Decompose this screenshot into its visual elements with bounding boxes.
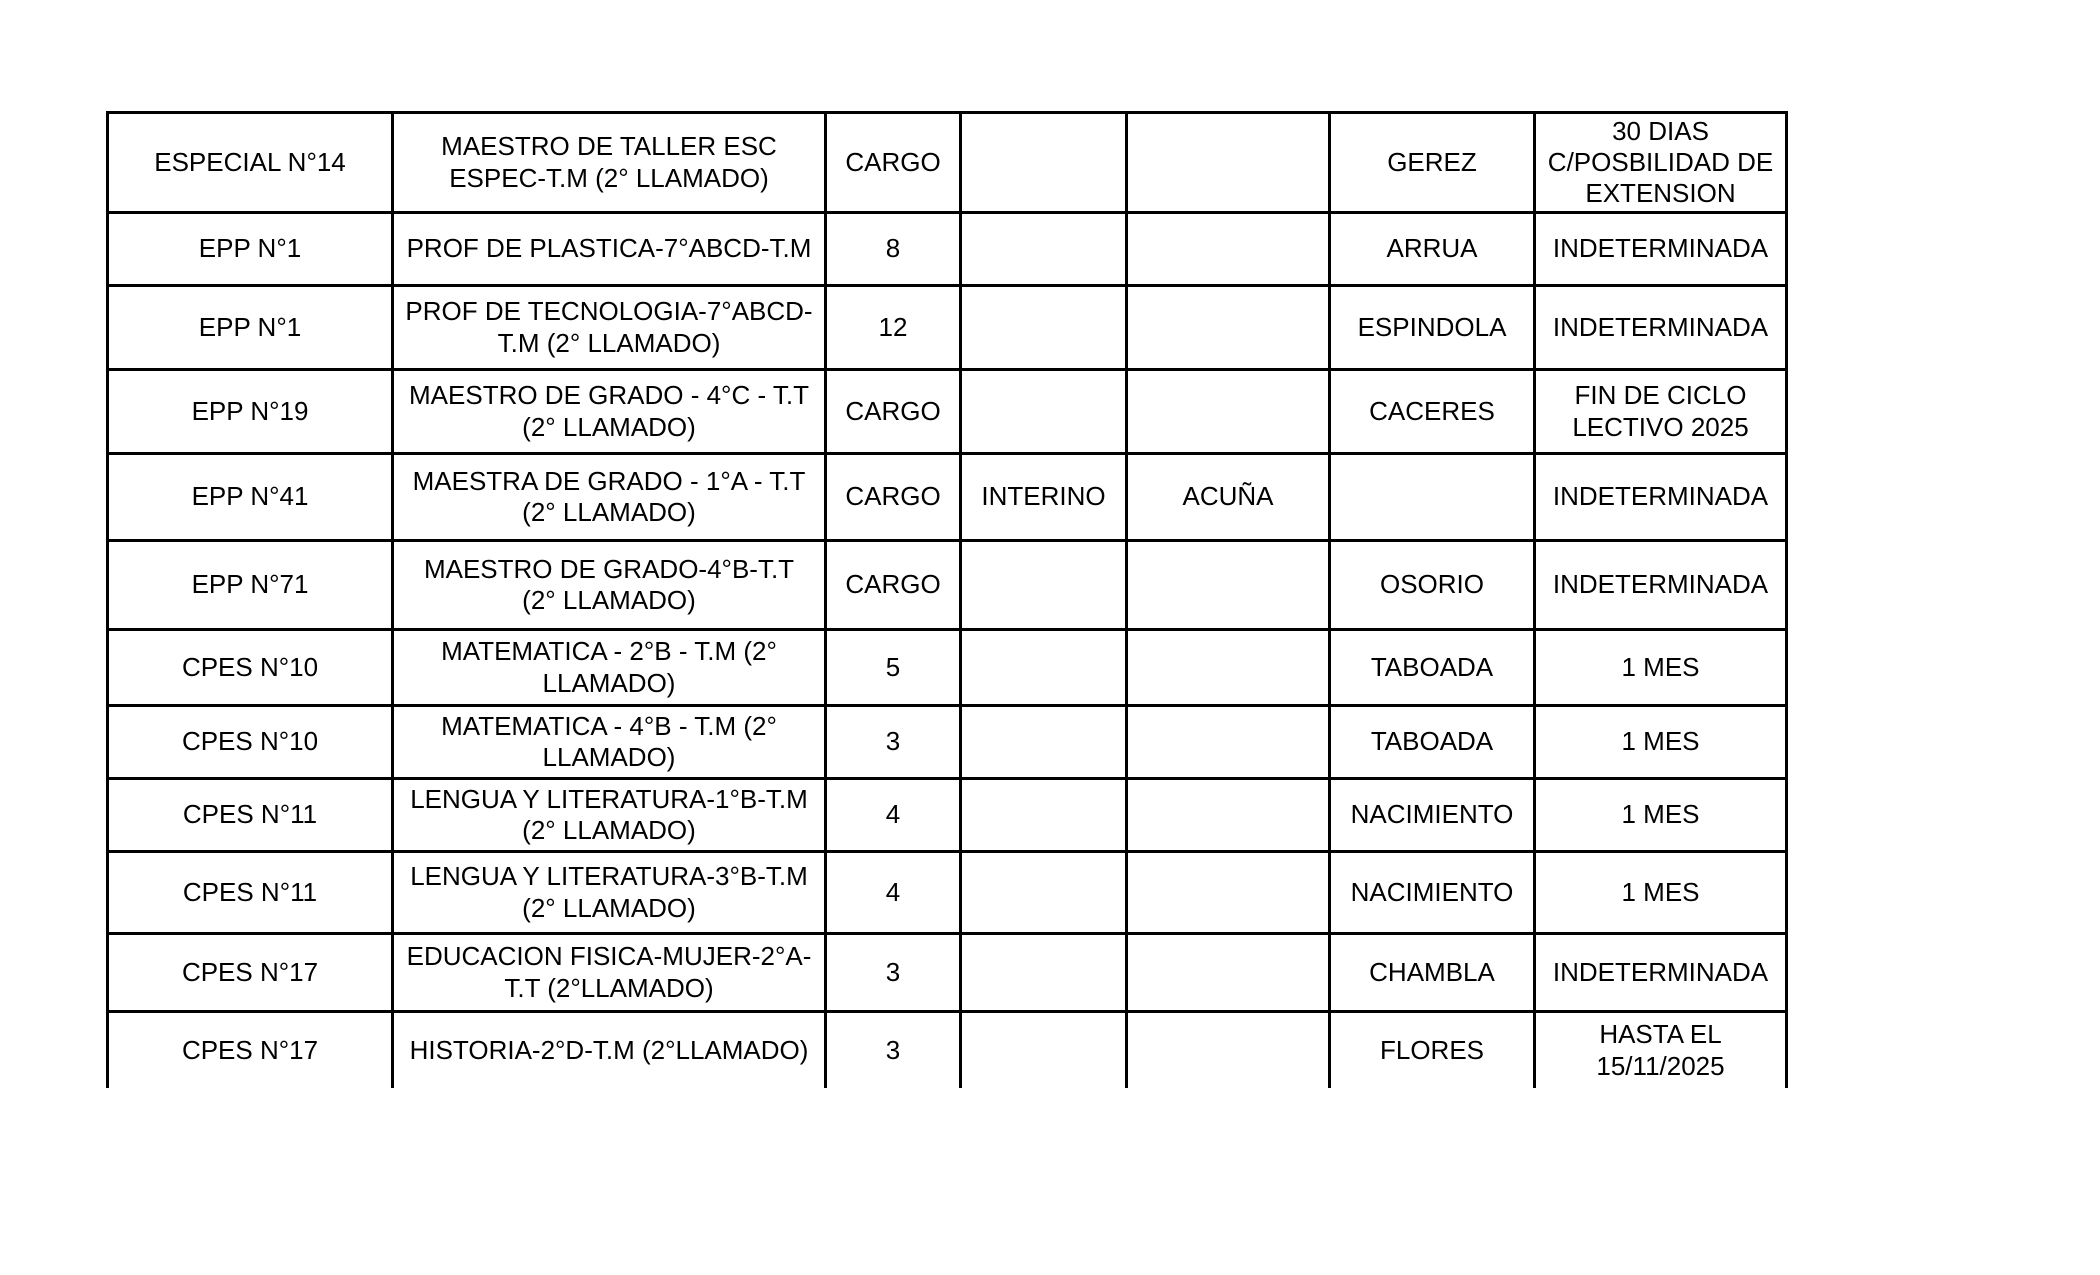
cell-condition: [962, 371, 1128, 455]
cell-condition: [962, 631, 1128, 707]
cell-duration: 1 MES: [1536, 707, 1785, 780]
cell-workload: 3: [827, 1013, 962, 1088]
cell-duration: FIN DE CICLO LECTIVO 2025: [1536, 371, 1785, 455]
cell-institution: CPES N°10: [109, 707, 394, 780]
cell-position: LENGUA Y LITERATURA-1°B-T.M (2° LLAMADO): [394, 780, 827, 853]
cell-candidate: [1128, 371, 1331, 455]
cell-workload: CARGO: [827, 455, 962, 542]
cell-candidate: [1128, 780, 1331, 853]
cell-position: PROF DE PLASTICA-7°ABCD-T.M: [394, 214, 827, 287]
cell-duration: INDETERMINADA: [1536, 542, 1785, 631]
cell-workload: 12: [827, 287, 962, 371]
cell-candidate: [1128, 287, 1331, 371]
assignments-table: ESPECIAL N°14 MAESTRO DE TALLER ESC ESPEC…: [106, 111, 1788, 1088]
cell-position: MATEMATICA - 2°B - T.M (2° LLAMADO): [394, 631, 827, 707]
cell-duration: 1 MES: [1536, 780, 1785, 853]
cell-position: MATEMATICA - 4°B - T.M (2° LLAMADO): [394, 707, 827, 780]
cell-workload: 5: [827, 631, 962, 707]
cell-institution: EPP N°1: [109, 214, 394, 287]
cell-condition: [962, 1013, 1128, 1088]
cell-condition: [962, 853, 1128, 935]
cell-designated: GEREZ: [1331, 114, 1536, 214]
cell-duration: 1 MES: [1536, 853, 1785, 935]
cell-duration: INDETERMINADA: [1536, 455, 1785, 542]
cell-workload: 4: [827, 780, 962, 853]
cell-position: MAESTRO DE TALLER ESC ESPEC-T.M (2° LLAM…: [394, 114, 827, 214]
cell-condition: [962, 707, 1128, 780]
cell-position: HISTORIA-2°D-T.M (2°LLAMADO): [394, 1013, 827, 1088]
cell-designated: [1331, 455, 1536, 542]
cell-institution: ESPECIAL N°14: [109, 114, 394, 214]
cell-duration: HASTA EL 15/11/2025: [1596, 1019, 1725, 1081]
cell-workload: CARGO: [827, 371, 962, 455]
cell-duration: 1 MES: [1536, 631, 1785, 707]
cell-condition: [962, 935, 1128, 1013]
cell-condition: INTERINO: [962, 455, 1128, 542]
cell-duration: INDETERMINADA: [1536, 214, 1785, 287]
cell-position: MAESTRO DE GRADO-4°B-T.T (2° LLAMADO): [394, 542, 827, 631]
cell-workload: 8: [827, 214, 962, 287]
cell-candidate: [1128, 1013, 1331, 1088]
cell-designated: TABOADA: [1331, 707, 1536, 780]
cell-designated: CACERES: [1331, 371, 1536, 455]
cell-designated: ARRUA: [1331, 214, 1536, 287]
cell-candidate: [1128, 707, 1331, 780]
cell-candidate: [1128, 935, 1331, 1013]
cell-institution: EPP N°41: [109, 455, 394, 542]
cell-institution: CPES N°10: [109, 631, 394, 707]
cell-condition: [962, 780, 1128, 853]
cell-candidate: ACUÑA: [1128, 455, 1331, 542]
cell-candidate: [1128, 853, 1331, 935]
cell-candidate: [1128, 631, 1331, 707]
cell-institution: EPP N°1: [109, 287, 394, 371]
cell-position: MAESTRO DE GRADO - 4°C - T.T (2° LLAMADO…: [394, 371, 827, 455]
cell-designated: NACIMIENTO: [1331, 780, 1536, 853]
cell-designated: TABOADA: [1331, 631, 1536, 707]
cell-position: PROF DE TECNOLOGIA-7°ABCD-T.M (2° LLAMAD…: [394, 287, 827, 371]
cell-designated: NACIMIENTO: [1331, 853, 1536, 935]
cell-condition: [962, 287, 1128, 371]
cell-position: EDUCACION FISICA-MUJER-2°A-T.T (2°LLAMAD…: [394, 935, 827, 1013]
cell-duration: 30 DIAS C/POSBILIDAD DE EXTENSION: [1536, 114, 1785, 214]
cell-workload: 3: [827, 707, 962, 780]
cell-institution: CPES N°11: [109, 780, 394, 853]
cell-institution: EPP N°19: [109, 371, 394, 455]
cell-position: LENGUA Y LITERATURA-3°B-T.M (2° LLAMADO): [394, 853, 827, 935]
cell-candidate: [1128, 542, 1331, 631]
cell-workload: 4: [827, 853, 962, 935]
cell-workload: 3: [827, 935, 962, 1013]
cell-designated: FLORES: [1331, 1013, 1536, 1088]
cell-condition: [962, 542, 1128, 631]
cell-candidate: [1128, 114, 1331, 214]
cell-institution: CPES N°17: [109, 1013, 394, 1088]
cell-workload: CARGO: [827, 114, 962, 214]
cell-condition: [962, 214, 1128, 287]
cell-duration: INDETERMINADA: [1536, 935, 1785, 1013]
cell-institution: EPP N°71: [109, 542, 394, 631]
cell-institution: CPES N°11: [109, 853, 394, 935]
cell-condition: [962, 114, 1128, 214]
cell-duration: INDETERMINADA: [1536, 287, 1785, 371]
cell-designated: CHAMBLA: [1331, 935, 1536, 1013]
cell-designated: ESPINDOLA: [1331, 287, 1536, 371]
cell-position: MAESTRA DE GRADO - 1°A - T.T (2° LLAMADO…: [394, 455, 827, 542]
cell-workload: CARGO: [827, 542, 962, 631]
cell-designated: OSORIO: [1331, 542, 1536, 631]
cell-institution: CPES N°17: [109, 935, 394, 1013]
cell-candidate: [1128, 214, 1331, 287]
